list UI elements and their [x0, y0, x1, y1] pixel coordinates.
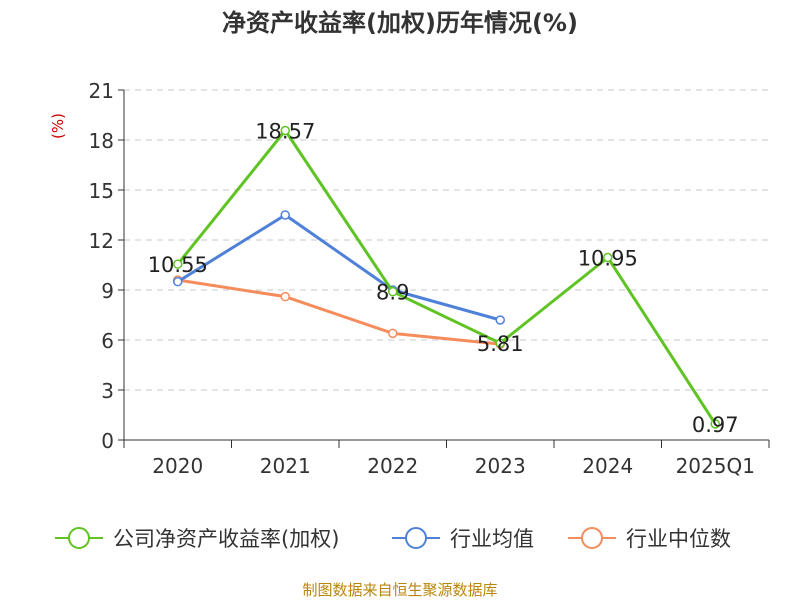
legend-label: 公司净资产收益率(加权)	[113, 527, 339, 551]
grid-layer	[124, 89, 769, 391]
y-tick-label: 9	[101, 279, 114, 303]
data-label: 5.81	[477, 332, 524, 356]
legend-item[interactable]: 公司净资产收益率(加权)	[55, 527, 339, 551]
x-tick-label: 2022	[367, 454, 418, 478]
axis-layer: 0 3 6 9 12 15 18 21 2020 2021 2022 2023 2024 2025Q1	[89, 79, 770, 478]
data-point	[173, 259, 183, 269]
legend-label: 行业均值	[450, 527, 534, 551]
data-point	[388, 286, 398, 297]
data-point	[603, 252, 613, 263]
legend-item[interactable]: 行业中位数	[568, 527, 731, 551]
data-point	[280, 210, 290, 220]
data-point	[495, 338, 505, 348]
data-label: 10.55	[148, 253, 208, 277]
x-tick-label: 2023	[475, 454, 526, 478]
data-label: 0.97	[692, 413, 739, 437]
legend-marker-icon	[405, 527, 427, 549]
y-tick-label: 21	[89, 79, 114, 103]
data-point	[280, 291, 290, 302]
y-tick-label: 3	[101, 379, 114, 403]
series-line	[177, 278, 501, 346]
y-tick-label: 15	[89, 179, 114, 203]
y-tick-label: 6	[101, 329, 114, 353]
chart-title: 净资产收益率(加权)历年情况(%)	[222, 9, 578, 37]
y-tick-label: 18	[89, 129, 114, 153]
series-line	[176, 213, 501, 322]
series-layer	[173, 125, 720, 429]
x-tick-label: 2025Q1	[676, 454, 755, 478]
data-label: 18.57	[255, 120, 315, 144]
series-line	[176, 129, 717, 425]
data-label: 8.9	[376, 281, 409, 305]
x-tick-label: 2021	[260, 454, 311, 478]
legend-label: 行业中位数	[626, 527, 731, 551]
data-label-layer: 10.55 18.57 8.9 5.81 10.95 0.97	[148, 120, 739, 437]
data-point	[388, 328, 398, 339]
y-tick-label: 12	[89, 229, 114, 253]
data-label: 10.95	[578, 247, 638, 271]
legend-marker-icon	[581, 527, 603, 549]
y-axis-label: (%)	[49, 113, 67, 139]
data-point	[710, 419, 720, 429]
x-tick-label: 2020	[152, 454, 203, 478]
legend-marker-icon	[68, 527, 90, 549]
legend-item[interactable]: 行业均值	[392, 527, 534, 551]
data-point	[495, 315, 505, 325]
data-point	[280, 125, 290, 136]
source-note: 制图数据来自恒生聚源数据库	[302, 581, 497, 599]
data-point	[173, 276, 183, 287]
y-tick-label: 0	[101, 429, 114, 453]
x-tick-label: 2024	[582, 454, 633, 478]
legend[interactable]: 公司净资产收益率(加权) 行业均值 行业中位数	[55, 527, 731, 551]
